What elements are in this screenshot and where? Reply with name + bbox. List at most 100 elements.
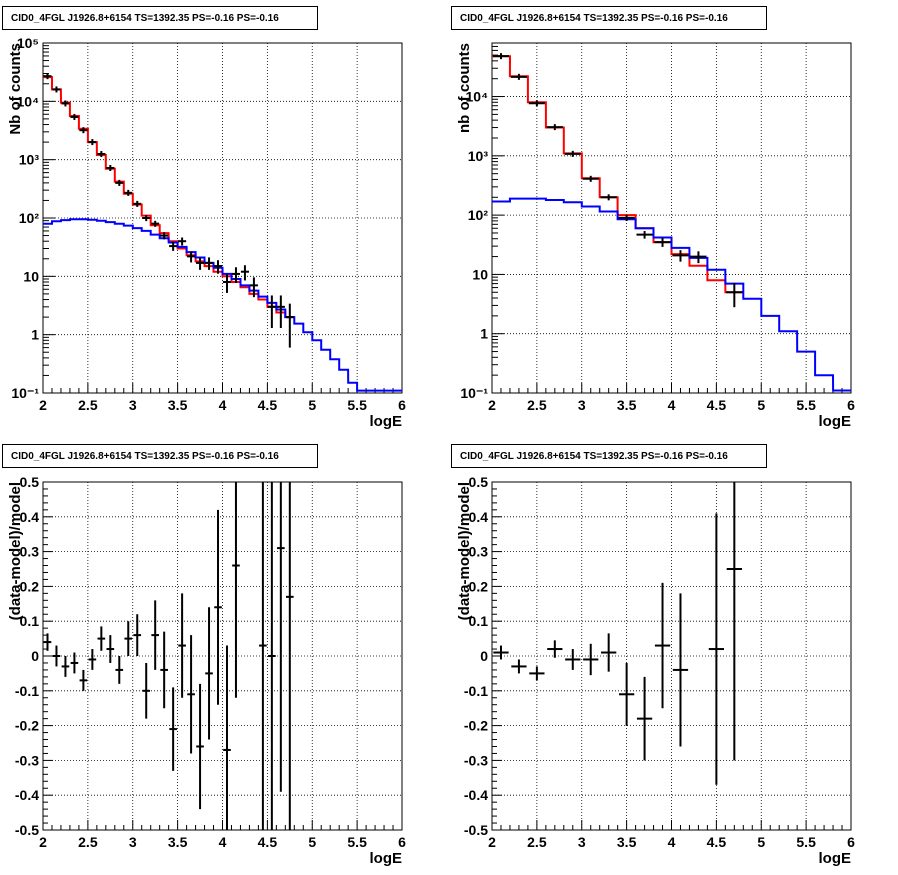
residual-point — [223, 645, 231, 830]
x-axis-label: logE — [370, 850, 403, 867]
y-tick-label: 0.3 — [469, 544, 489, 560]
y-axis-label: (data-model)/model — [7, 482, 24, 620]
x-tick-label: 5.5 — [796, 397, 816, 413]
residual-point — [214, 509, 222, 705]
x-tick-label: 3 — [129, 834, 137, 850]
y-axis-label: (data-model)/model — [456, 482, 473, 620]
x-tick-label: 4 — [668, 834, 676, 850]
data-point — [61, 100, 70, 107]
x-tick-label: 5 — [757, 397, 765, 413]
residual-point — [52, 645, 61, 667]
component-model-histogram — [43, 218, 402, 392]
data-point — [79, 127, 88, 134]
x-tick-label: 2 — [39, 397, 47, 413]
plot-panel-1: 2 2.5 3 3.5 4 4.5 5 5.5 6 10⁻¹ 1 10 10² 10³ 10⁴ logE nb … — [456, 42, 855, 430]
y-ticks — [492, 481, 502, 831]
x-tick-label: 2 — [488, 397, 496, 413]
data-point — [240, 265, 249, 281]
residual-point — [205, 607, 213, 740]
data-point — [88, 139, 97, 146]
y-tick-label: 0.4 — [20, 509, 40, 525]
x-tick-label: 5 — [308, 397, 316, 413]
data-point — [510, 73, 528, 80]
data-point — [187, 251, 196, 263]
residual-point — [654, 582, 671, 709]
residual-point — [529, 666, 545, 681]
data-point — [672, 250, 689, 262]
residual-point — [142, 662, 151, 719]
residual-point — [259, 482, 267, 830]
data-point — [249, 277, 258, 298]
data-point — [654, 238, 671, 247]
x-tick-label: 4 — [668, 397, 676, 413]
x-tick-label: 5.5 — [796, 834, 816, 850]
x-tick-label: 5.5 — [347, 834, 367, 850]
residual-point — [601, 633, 617, 672]
residual-point — [618, 662, 635, 726]
residual-point — [708, 513, 725, 785]
plot-panel-0: 2 2.5 3 3.5 4 4.5 5 5.5 6 10⁻¹ 1 10 10² 10³ 10⁴ 10⁵ logE… — [7, 35, 406, 430]
x-tick-label: 3.5 — [168, 834, 188, 850]
y-tick-label: 0 — [31, 648, 39, 664]
y-tick-label: 0 — [480, 648, 488, 664]
x-tick-label: 5 — [308, 834, 316, 850]
residual-point — [268, 482, 276, 830]
y-tick-label: 10³ — [468, 148, 489, 164]
y-tick-label: 0.5 — [469, 474, 489, 490]
y-axis-label: Nb of counts — [7, 43, 24, 135]
data-point — [267, 295, 276, 329]
x-tick-label: 2.5 — [527, 834, 547, 850]
data-point — [582, 175, 599, 182]
data-point — [222, 274, 232, 293]
residual-point — [511, 659, 527, 674]
residual-point — [43, 633, 52, 651]
y-tick-label: 10⁵ — [17, 35, 39, 51]
grid — [492, 482, 851, 830]
x-tick-label: 2 — [488, 834, 496, 850]
y-tick-label: 10⁻¹ — [11, 385, 39, 401]
data-point — [70, 113, 79, 120]
data-point — [213, 260, 223, 274]
residual-point — [493, 645, 509, 660]
x-ticks — [491, 820, 852, 830]
y-tick-label: 10⁴ — [17, 93, 40, 109]
x-tick-label: 6 — [847, 834, 855, 850]
y-tick-label: -0.3 — [464, 752, 488, 768]
residual-point — [672, 593, 689, 747]
y-tick-label: 0.2 — [20, 578, 40, 594]
y-tick-label: 0.3 — [20, 544, 40, 560]
x-axis-label: logE — [819, 413, 852, 430]
residual-point — [285, 482, 294, 830]
data-point — [178, 237, 187, 246]
x-tick-label: 6 — [398, 834, 406, 850]
residual-point — [115, 656, 124, 684]
y-tick-label: -0.2 — [15, 718, 39, 734]
residual-point — [88, 649, 97, 670]
residual-point — [151, 600, 160, 670]
residual-point — [160, 631, 168, 709]
x-tick-label: 3.5 — [617, 834, 637, 850]
component-model-histogram — [492, 197, 851, 392]
x-tick-label: 4 — [219, 834, 227, 850]
data-point — [124, 189, 133, 196]
x-tick-label: 2.5 — [527, 397, 547, 413]
residual-point — [70, 652, 79, 674]
x-tick-label: 4.5 — [707, 397, 727, 413]
y-tick-label: 0.2 — [469, 578, 489, 594]
data-point — [600, 194, 617, 201]
x-tick-label: 2.5 — [78, 397, 98, 413]
grid — [43, 43, 402, 393]
y-tick-label: -0.1 — [15, 683, 39, 699]
residual-point — [79, 669, 88, 691]
x-tick-label: 6 — [398, 397, 406, 413]
x-ticks — [491, 383, 852, 393]
x-tick-label: 6 — [847, 397, 855, 413]
data-point — [690, 251, 707, 264]
y-tick-label: 10 — [23, 268, 39, 284]
y-tick-label: -0.5 — [464, 822, 488, 838]
data-point — [52, 86, 61, 93]
x-tick-label: 3 — [578, 834, 586, 850]
x-axis-label: logE — [819, 850, 852, 867]
x-tick-label: 4 — [219, 397, 227, 413]
